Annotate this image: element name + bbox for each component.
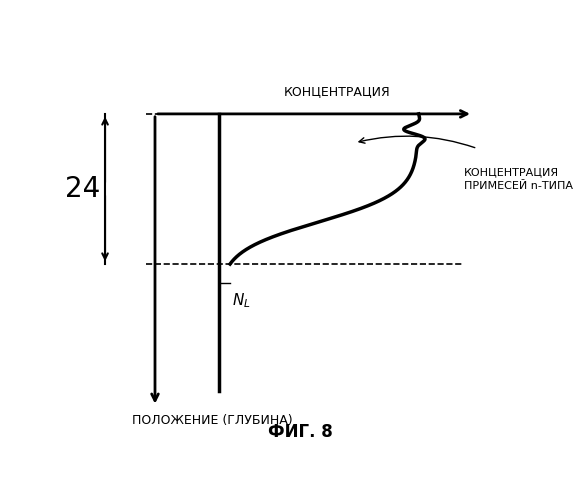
Text: ФИГ. 8: ФИГ. 8 — [268, 423, 333, 441]
Text: ПОЛОЖЕНИЕ (ГЛУБИНА): ПОЛОЖЕНИЕ (ГЛУБИНА) — [132, 414, 293, 427]
Text: 24: 24 — [64, 175, 100, 203]
Text: КОНЦЕНТРАЦИЯ: КОНЦЕНТРАЦИЯ — [284, 86, 390, 98]
Text: $N_L$: $N_L$ — [232, 291, 251, 310]
Text: КОНЦЕНТРАЦИЯ
ПРИМЕСЕЙ n-ТИПА: КОНЦЕНТРАЦИЯ ПРИМЕСЕЙ n-ТИПА — [464, 168, 573, 191]
